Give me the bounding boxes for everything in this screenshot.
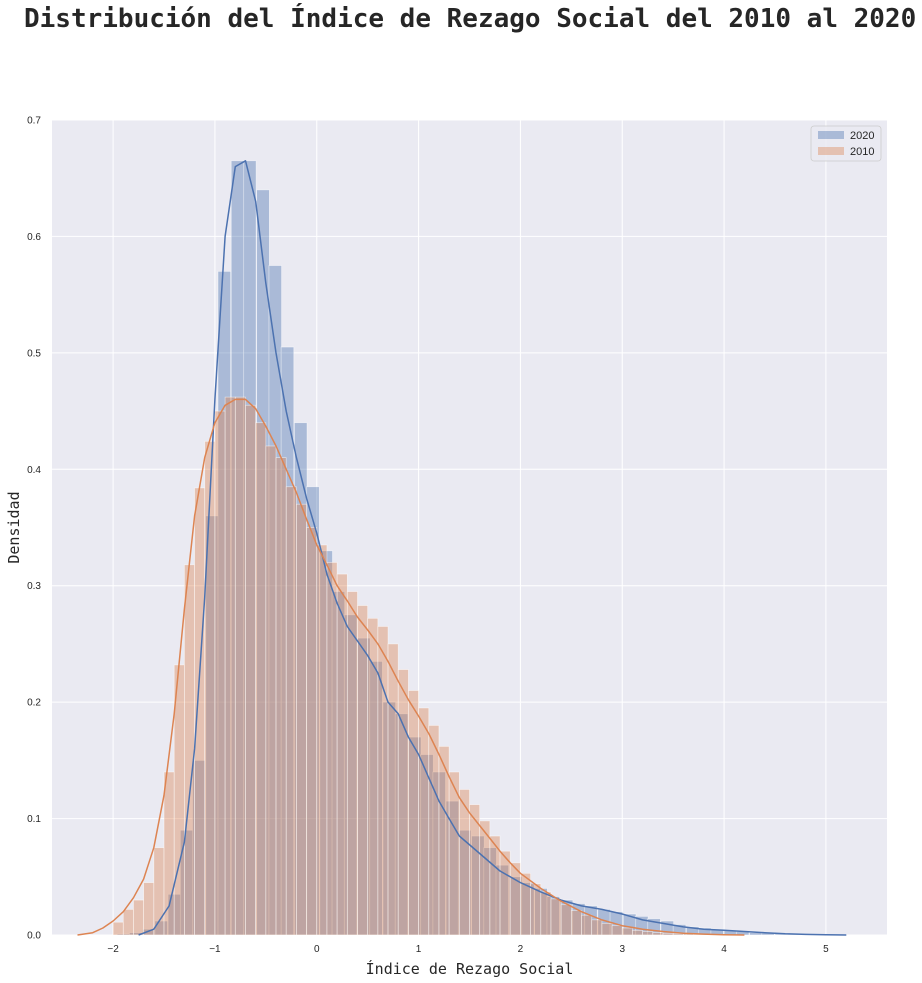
histogram-bar-2010	[621, 927, 633, 936]
histogram-bar-2010	[194, 487, 206, 936]
histogram-bar-2010	[112, 921, 124, 936]
histogram-bar-2010	[234, 396, 246, 936]
histogram-bar-2010	[479, 820, 491, 936]
histogram-bar-2010	[122, 909, 134, 936]
histogram-bar-2010	[570, 910, 582, 936]
histogram-bar-2010	[214, 410, 226, 936]
histogram-bar-2010	[346, 591, 358, 936]
histogram-bar-2010	[601, 923, 613, 936]
kde-lines	[77, 160, 847, 936]
histogram-bar-2010	[265, 445, 277, 936]
grid-lines	[52, 119, 887, 936]
histogram-bar-2010	[387, 643, 399, 936]
y-tick-label: 0.7	[27, 116, 41, 127]
histogram-bar-2010	[408, 690, 419, 936]
histogram-bar-2010	[560, 904, 572, 936]
histogram-bar-2010	[489, 835, 501, 936]
x-tick-label: 5	[823, 944, 829, 955]
legend-swatch-2020	[818, 131, 844, 139]
chart-title: Distribución del Índice de Rezago Social…	[24, 4, 917, 34]
histogram-bar-2010	[448, 771, 460, 936]
kde-line-2020	[138, 160, 847, 936]
histogram-bar-2010	[184, 564, 195, 936]
histogram-bar-2010	[316, 544, 328, 936]
x-tick-label: 0	[314, 944, 320, 955]
kde-line-2010	[77, 398, 745, 936]
histogram-bar-2010	[326, 562, 338, 936]
y-tick-label: 0.5	[27, 348, 41, 359]
y-tick-label: 0.3	[27, 581, 41, 592]
legend-label-2020: 2020	[850, 130, 874, 142]
histogram-bar-2020	[698, 927, 712, 936]
x-tick-label: −1	[209, 944, 221, 955]
histogram-bar-2010	[204, 440, 216, 936]
x-tick-label: 4	[721, 944, 727, 955]
histogram-bar-2010	[642, 931, 654, 936]
y-tick-label: 0.1	[27, 814, 41, 825]
y-tick-label: 0.4	[27, 465, 41, 476]
histogram-bar-2010	[255, 422, 267, 936]
y-tick-labels: 0.0 0.1 0.2 0.3 0.4 0.5 0.6 0.7	[27, 116, 41, 942]
x-tick-label: 3	[619, 944, 625, 955]
legend-box	[810, 125, 882, 162]
histogram-bar-2010	[652, 932, 664, 936]
legend-label-2010: 2010	[850, 146, 874, 158]
histogram-bar-2010	[224, 396, 236, 936]
y-tick-label: 0.0	[27, 931, 41, 942]
histogram-bar-2010	[611, 925, 623, 936]
x-tick-label: 1	[416, 944, 422, 955]
histogram-bar-2010	[540, 891, 552, 936]
histogram-bar-2010	[143, 882, 155, 936]
x-axis-label: Índice de Rezago Social	[366, 959, 574, 978]
x-tick-label: −2	[107, 944, 119, 955]
histogram-bar-2010	[662, 932, 674, 936]
y-axis-label: Densidad	[5, 491, 23, 563]
histogram-bar-2010	[275, 457, 287, 936]
histogram-bar-2010	[509, 862, 521, 936]
histogram-bar-2010	[591, 919, 603, 936]
histogram-bar-2010	[367, 617, 379, 936]
x-tick-labels: −2 −1 0 1 2 3 4 5	[107, 944, 829, 955]
histogram-bar-2010	[296, 503, 307, 936]
histogram-bar-2010	[357, 605, 369, 936]
histogram-bar-2010	[377, 626, 389, 936]
legend-swatch-2010	[818, 147, 844, 155]
histogram-bar-2010	[550, 898, 562, 936]
legend: 2020 2010	[810, 125, 882, 162]
y-tick-label: 0.2	[27, 698, 41, 709]
histogram-bar-2010	[428, 725, 440, 936]
histogram-bar-2010	[245, 404, 257, 936]
histogram-bar-2010	[285, 486, 297, 936]
x-tick-label: 2	[518, 944, 524, 955]
histogram-bar-2010	[672, 933, 684, 936]
histogram-bar-2010	[632, 929, 643, 936]
histogram-bar-2010	[499, 850, 511, 936]
histogram-bar-2010	[418, 707, 430, 936]
y-tick-label: 0.6	[27, 232, 41, 243]
histogram-bar-2010	[581, 914, 593, 936]
histogram-bar-2010	[133, 899, 144, 936]
histogram-bar-2010	[336, 573, 348, 936]
histogram-bar-2010	[306, 527, 318, 936]
histogram-bar-2010	[397, 669, 409, 936]
